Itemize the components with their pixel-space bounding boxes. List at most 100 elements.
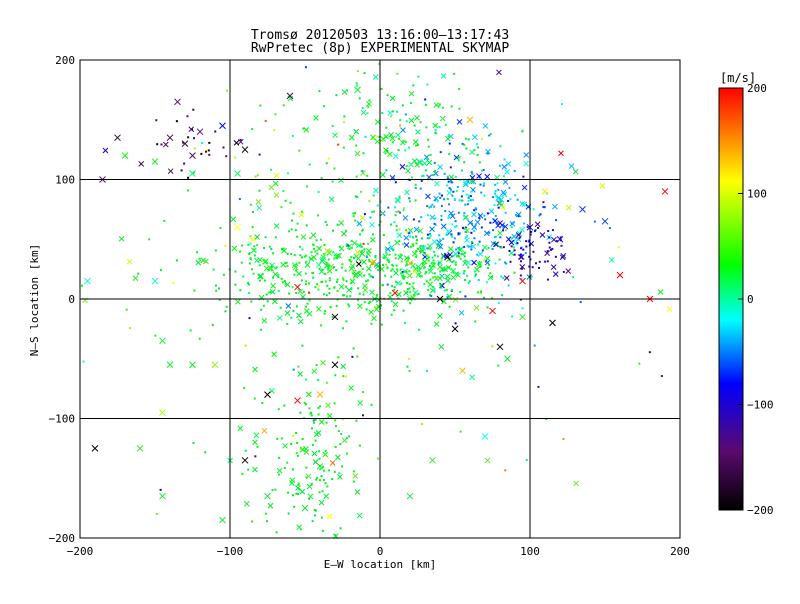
data-cross — [326, 268, 333, 274]
data-cross — [573, 480, 580, 487]
data-cross — [503, 275, 510, 281]
data-dot — [277, 273, 280, 276]
data-dot — [494, 235, 497, 238]
data-cross — [462, 260, 469, 267]
data-dot — [363, 248, 366, 251]
data-dot — [436, 255, 439, 258]
data-dot — [317, 379, 320, 382]
data-cross — [374, 138, 381, 145]
data-dot — [337, 356, 340, 359]
data-dot — [411, 236, 414, 239]
data-cross — [389, 135, 396, 142]
data-cross — [487, 274, 494, 281]
data-dot — [413, 294, 416, 297]
data-cross — [519, 226, 525, 233]
data-dot — [418, 328, 421, 331]
data-dot — [250, 300, 253, 303]
data-dot — [214, 130, 217, 133]
data-dot — [484, 218, 487, 221]
data-dot — [290, 228, 293, 231]
data-cross — [404, 189, 410, 196]
data-dot — [442, 106, 445, 109]
data-dot — [479, 183, 482, 186]
data-cross — [114, 134, 121, 142]
data-dot — [416, 239, 419, 242]
data-dot — [204, 150, 207, 153]
data-cross — [366, 101, 372, 107]
data-dot — [467, 245, 470, 248]
data-dot — [347, 303, 350, 306]
data-cross — [498, 196, 505, 203]
data-dot — [192, 108, 195, 111]
data-dot — [424, 272, 427, 275]
data-dot — [550, 248, 553, 251]
data-dot — [239, 289, 242, 292]
data-dot — [396, 72, 399, 75]
data-dot — [253, 254, 256, 257]
data-dot — [522, 175, 525, 178]
data-dot — [427, 256, 430, 259]
data-dot — [411, 244, 414, 247]
data-dot — [296, 222, 299, 225]
data-cross — [433, 321, 440, 328]
data-dot — [429, 267, 432, 270]
data-cross — [519, 200, 526, 207]
data-dot — [538, 260, 541, 263]
data-dot — [492, 196, 495, 199]
data-dot — [399, 268, 402, 271]
data-dot — [398, 228, 401, 231]
data-cross — [352, 272, 359, 279]
data-dot — [327, 258, 330, 261]
data-dot — [494, 190, 497, 193]
data-dot — [456, 255, 459, 258]
data-dot — [159, 268, 162, 271]
data-dot — [300, 279, 303, 282]
data-dot — [207, 149, 210, 152]
data-dot — [454, 198, 457, 201]
data-cross — [485, 148, 491, 155]
data-dot — [314, 250, 317, 253]
data-dot — [399, 119, 402, 122]
data-dot — [448, 187, 451, 190]
data-cross — [369, 289, 375, 296]
data-dot — [432, 262, 435, 265]
data-dot — [521, 129, 524, 132]
data-cross — [294, 283, 301, 291]
data-dot — [434, 199, 437, 202]
data-dot — [404, 141, 407, 144]
data-cross — [181, 140, 189, 148]
data-dot — [374, 256, 377, 259]
data-dot — [528, 255, 531, 258]
data-cross — [379, 171, 386, 178]
data-dot — [410, 261, 413, 264]
data-dot — [377, 305, 380, 308]
data-dot — [437, 262, 440, 265]
data-cross — [572, 168, 579, 175]
data-dot — [450, 181, 453, 184]
data-dot — [163, 219, 166, 222]
data-dot — [292, 368, 295, 371]
data-cross — [261, 317, 268, 324]
data-dot — [502, 175, 505, 178]
data-cross — [324, 247, 331, 255]
data-dot — [310, 414, 313, 417]
data-dot — [350, 246, 353, 249]
data-dot — [280, 206, 283, 209]
data-cross — [391, 289, 399, 297]
data-dot — [431, 276, 434, 279]
data-dot — [513, 249, 516, 252]
data-dot — [297, 365, 300, 368]
data-dot — [460, 253, 463, 256]
data-dot — [502, 277, 505, 280]
data-dot — [427, 247, 430, 250]
data-cross — [264, 391, 271, 398]
data-dot — [224, 310, 227, 313]
data-cross — [261, 427, 268, 434]
data-cross — [429, 226, 435, 233]
data-dot — [399, 124, 402, 127]
data-cross — [455, 272, 461, 279]
data-dot — [369, 216, 372, 219]
data-dot — [314, 509, 317, 512]
data-dot — [193, 289, 196, 292]
